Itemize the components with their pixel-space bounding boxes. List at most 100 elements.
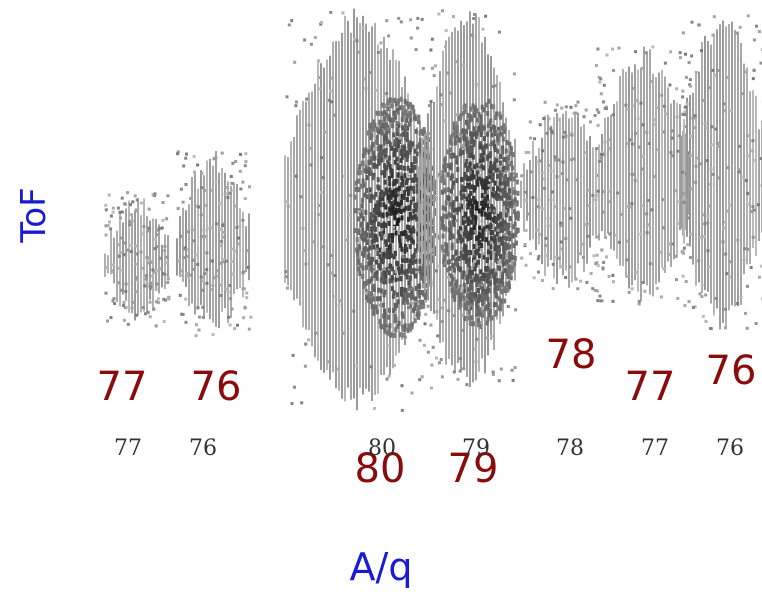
core-point [405,177,409,183]
core-point [424,196,428,202]
speckle [409,287,413,291]
streak [191,176,193,304]
speckle [130,306,134,310]
core-point [494,130,498,136]
core-point [378,247,382,253]
core-point [472,139,476,145]
core-point [390,201,393,207]
speckle [685,102,689,106]
core-point [494,226,498,232]
speckle [690,54,694,58]
streak [676,102,678,255]
speckle [669,150,673,154]
speckle [243,306,247,310]
speckle [674,189,678,193]
speckle [751,205,755,209]
speckle [218,228,222,232]
core-point [382,302,385,308]
speckle [467,304,471,308]
core-point [503,193,507,199]
core-point [508,236,512,242]
speckle [465,383,469,387]
core-point [407,263,411,269]
core-point [361,153,365,159]
core-point [458,289,462,295]
speckle [645,130,649,134]
core-point [394,196,398,202]
core-point [389,191,393,197]
speckle [729,260,733,264]
core-point [455,209,459,215]
speckle [184,320,188,324]
core-point [467,269,471,275]
core-point [509,200,513,206]
core-point [392,110,396,116]
core-point [449,147,452,153]
speckle [387,374,391,378]
speckle [679,56,682,60]
core-point [400,311,404,317]
speckle [608,200,612,204]
speckle [749,266,753,269]
core-point [471,204,475,209]
core-point [372,237,376,243]
speckle [134,290,138,294]
core-point [380,189,383,195]
core-point [393,97,397,103]
speckle [458,369,462,373]
speckle [741,92,744,96]
core-point [475,311,479,317]
speckle [596,47,600,51]
core-point [365,239,369,245]
core-point [509,146,513,151]
core-point [370,144,374,150]
core-point [359,213,363,219]
speckle [293,385,296,389]
speckle [293,60,297,64]
speckle [357,210,361,213]
core-point [389,263,393,269]
core-point [515,200,519,206]
streak [710,44,712,304]
streak [122,222,124,295]
tick-label-77-right: 77 [641,436,669,456]
core-point [396,172,400,178]
speckle [425,254,429,258]
speckle [309,42,313,46]
speckle [591,287,595,291]
core-point [496,286,500,292]
core-point [476,322,480,328]
core-point [401,287,405,293]
speckle [218,283,221,287]
core-point [452,215,456,221]
y-axis-label: ToF [14,187,54,243]
core-point [493,311,497,317]
speckle [407,306,410,310]
core-point [467,153,471,159]
core-point [490,315,494,321]
core-point [399,276,403,282]
core-point [503,260,507,266]
speckle [671,154,675,158]
speckle [152,307,156,311]
core-point [376,200,380,206]
speckle [746,134,750,138]
core-point [452,125,456,131]
core-point [357,266,361,272]
speckle [670,136,674,140]
speckle [482,309,486,313]
speckle [714,297,718,300]
speckle [497,260,501,264]
speckle [333,113,337,117]
core-point [353,194,357,200]
core-point [365,175,369,180]
core-point [360,233,364,239]
core-point [447,187,451,193]
speckle [459,134,463,138]
core-point [486,154,490,160]
speckle [687,300,691,304]
core-point [479,269,483,275]
streak [284,155,286,283]
streak [146,216,148,313]
core-point [475,300,479,306]
